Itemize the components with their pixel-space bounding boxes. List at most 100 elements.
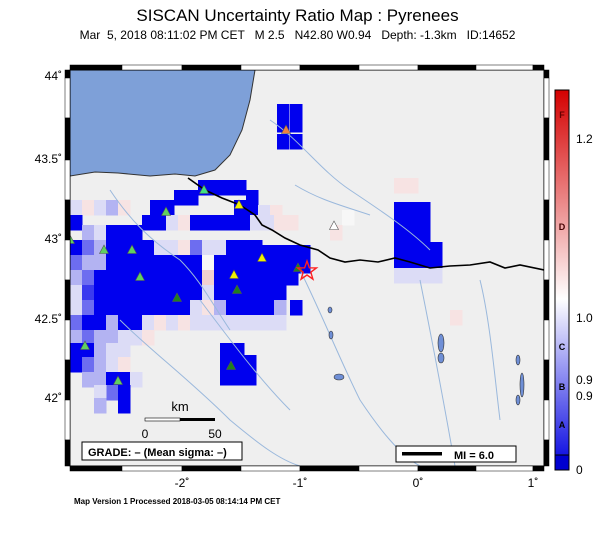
uncertainty-cells xyxy=(70,104,463,414)
uncertainty-cell xyxy=(342,210,355,226)
uncertainty-cell xyxy=(70,255,83,271)
grade-letter: C xyxy=(559,342,566,352)
uncertainty-cell xyxy=(274,245,287,261)
uncertainty-cell xyxy=(94,255,107,271)
uncertainty-cell xyxy=(70,300,83,316)
uncertainty-cell xyxy=(130,372,143,388)
uncertainty-cell xyxy=(274,258,287,274)
uncertainty-cell xyxy=(430,268,443,284)
uncertainty-cell xyxy=(118,200,131,216)
uncertainty-cell xyxy=(70,315,83,331)
lat-tick: 44˚ xyxy=(45,69,62,83)
uncertainty-cell xyxy=(286,270,299,286)
station-triangle-icon xyxy=(226,360,236,370)
frame-segment xyxy=(69,64,123,71)
uncertainty-cell xyxy=(418,268,431,284)
uncertainty-cell xyxy=(262,258,275,274)
grade-letter: F xyxy=(559,110,565,120)
uncertainty-cell xyxy=(82,315,95,331)
uncertainty-cell xyxy=(214,270,227,286)
uncertainty-cell xyxy=(262,315,275,331)
station-triangle-icon xyxy=(172,292,182,302)
uncertainty-cell xyxy=(154,315,167,331)
colorbar-value: 1.2 xyxy=(576,132,593,146)
uncertainty-cell xyxy=(214,315,227,331)
uncertainty-cell xyxy=(166,240,179,256)
uncertainty-cell xyxy=(70,215,83,231)
uncertainty-cell xyxy=(450,310,463,326)
uncertainty-cell xyxy=(290,104,303,120)
uncertainty-cell xyxy=(238,240,251,256)
uncertainty-cell xyxy=(214,255,227,271)
uncertainty-cell xyxy=(178,315,191,331)
uncertainty-cell xyxy=(418,215,431,231)
frame-segment xyxy=(64,159,71,201)
uncertainty-cell xyxy=(142,315,155,331)
lat-tick: 43.5˚ xyxy=(35,152,62,166)
scale-bar: km 0 50 xyxy=(142,399,222,441)
uncertainty-cell xyxy=(394,242,407,258)
frame-segment xyxy=(64,279,71,321)
station-triangle-icon xyxy=(113,375,123,385)
station-triangle-icon xyxy=(257,252,267,262)
uncertainty-cell xyxy=(190,215,203,231)
uncertainty-cell xyxy=(118,398,131,414)
uncertainty-cell xyxy=(418,242,431,258)
uncertainty-cell xyxy=(142,215,155,231)
station-triangle-icon xyxy=(232,284,242,294)
uncertainty-cell xyxy=(178,270,191,286)
uncertainty-cell xyxy=(190,255,203,271)
uncertainty-cell xyxy=(130,255,143,271)
uncertainty-cell xyxy=(106,255,119,271)
uncertainty-cell xyxy=(106,200,119,216)
frame-segment xyxy=(543,159,550,201)
uncertainty-cell xyxy=(274,285,287,301)
uncertainty-cell xyxy=(106,240,119,256)
station-triangle-icon xyxy=(229,269,239,279)
colorbar-value: 1.0 xyxy=(576,311,593,325)
uncertainty-cell xyxy=(394,268,407,284)
frame-segment xyxy=(358,64,419,71)
lon-tick: 1˚ xyxy=(528,476,539,490)
uncertainty-cell xyxy=(186,190,199,206)
uncertainty-cell xyxy=(190,270,203,286)
uncertainty-cell xyxy=(190,240,203,256)
uncertainty-cell xyxy=(232,370,245,386)
uncertainty-cell xyxy=(82,200,95,216)
uncertainty-cell xyxy=(238,285,251,301)
station-triangle-icon xyxy=(70,234,75,244)
uncertainty-cell xyxy=(406,202,419,218)
lon-tick: 0˚ xyxy=(413,476,424,490)
uncertainty-cell xyxy=(118,285,131,301)
uncertainty-cell xyxy=(430,242,443,258)
uncertainty-cell xyxy=(232,355,245,371)
uncertainty-cell xyxy=(166,315,179,331)
uncertainty-cell xyxy=(106,285,119,301)
mi-box: MI = 6.0 xyxy=(395,445,517,463)
uncertainty-cell xyxy=(250,215,263,231)
uncertainty-cell xyxy=(274,315,287,331)
frame-segment xyxy=(543,399,550,441)
uncertainty-cell xyxy=(226,255,239,271)
uncertainty-cell xyxy=(130,315,143,331)
uncertainty-cell xyxy=(82,300,95,316)
uncertainty-cell xyxy=(406,268,419,284)
frame-segment xyxy=(543,319,550,361)
uncertainty-cell xyxy=(238,215,251,231)
uncertainty-cell xyxy=(190,300,203,316)
scale-tick: 50 xyxy=(208,427,222,441)
frame-segment xyxy=(64,439,71,467)
uncertainty-cell xyxy=(394,228,407,244)
uncertainty-cell xyxy=(277,104,290,120)
uncertainty-cell xyxy=(106,270,119,286)
frame-segment xyxy=(240,465,301,472)
uncertainty-cell xyxy=(106,315,119,331)
uncertainty-cell xyxy=(190,285,203,301)
frame-segment xyxy=(543,439,550,467)
frame-segment xyxy=(64,69,71,79)
uncertainty-cell xyxy=(210,180,223,196)
uncertainty-cell xyxy=(106,300,119,316)
frame-segment xyxy=(64,239,71,281)
uncertainty-cell xyxy=(262,285,275,301)
uncertainty-cell xyxy=(238,315,251,331)
